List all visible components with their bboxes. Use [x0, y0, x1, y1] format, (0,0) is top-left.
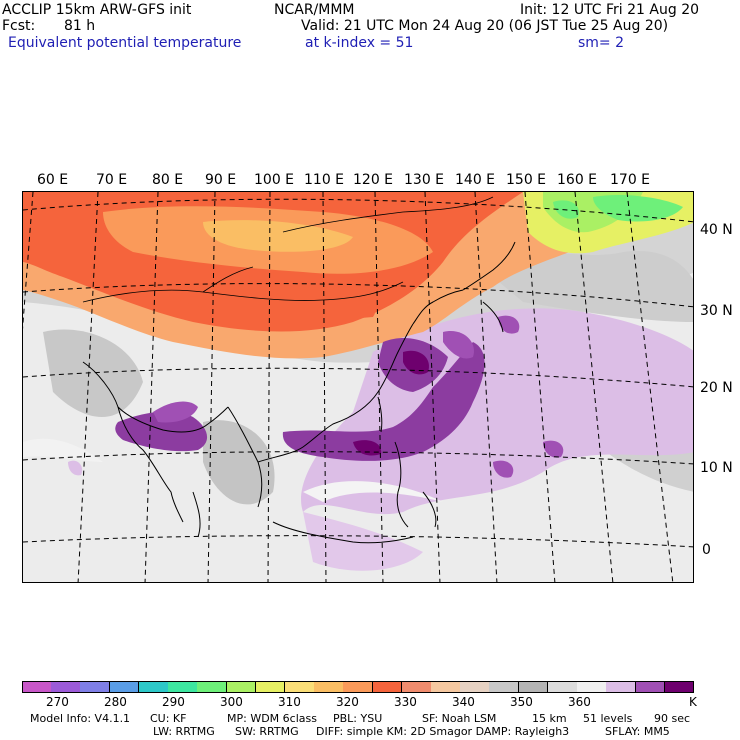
colorbar-border [22, 681, 694, 693]
colorbar-swatch [284, 681, 315, 693]
lon-label: 90 E [205, 172, 237, 188]
lon-label: 120 E [353, 172, 394, 188]
colorbar-swatch [80, 681, 111, 693]
level-index: at k-index = 51 [305, 35, 414, 51]
colorbar-swatch [635, 681, 666, 693]
forecast-label: Fcst: [2, 18, 36, 34]
colorbar-label: 360 [568, 695, 591, 709]
model-info: Model Info: V4.1.1 [30, 712, 131, 725]
lon-label: 140 E [455, 172, 496, 188]
lon-label: 110 E [304, 172, 345, 188]
model-title: ACCLIP 15km ARW-GFS init [2, 2, 192, 18]
colorbar-label: 300 [220, 695, 243, 709]
init-time: Init: 12 UTC Fri 21 Aug 20 [520, 2, 700, 18]
colorbar-label: 270 [46, 695, 69, 709]
lon-label: 160 E [557, 172, 598, 188]
theta-e-field [23, 192, 693, 582]
colorbar-swatch [518, 681, 549, 693]
lat-label: 10 N [700, 460, 733, 476]
colorbar-label: 310 [278, 695, 301, 709]
lon-label: 80 E [152, 172, 184, 188]
smoothing: sm= 2 [578, 35, 625, 51]
colorbar-swatch [547, 681, 578, 693]
lat-label: 0 [702, 542, 711, 558]
resolution: 15 km [532, 712, 567, 725]
colorbar-swatch [226, 681, 257, 693]
surface-scheme: SF: Noah LSM [422, 712, 497, 725]
colorbar-label: 350 [510, 695, 533, 709]
lon-label: 150 E [506, 172, 547, 188]
colorbar-swatch [431, 681, 461, 693]
lon-label: 60 E [37, 172, 69, 188]
microphysics-scheme: MP: WDM 6class [227, 712, 317, 725]
colorbar-swatch [460, 681, 490, 693]
colorbar-label: 340 [452, 695, 475, 709]
colorbar-swatch [577, 681, 607, 693]
lon-label: 70 E [96, 172, 128, 188]
colorbar-swatch [109, 681, 140, 693]
vertical-levels: 51 levels [583, 712, 633, 725]
surface-layer-scheme: SFLAY: MM5 [605, 725, 670, 738]
time-step: 90 sec [654, 712, 691, 725]
colorbar-swatch [314, 681, 344, 693]
colorbar [22, 681, 695, 693]
colorbar-unit: K [689, 695, 697, 709]
valid-time: Valid: 21 UTC Mon 24 Aug 20 (06 JST Tue … [301, 18, 669, 34]
diffusion-settings: DIFF: simple KM: 2D Smagor DAMP: Rayleig… [316, 725, 570, 738]
colorbar-swatch [197, 681, 227, 693]
map-panel [22, 191, 694, 583]
lon-label: 100 E [254, 172, 295, 188]
colorbar-swatch [401, 681, 432, 693]
colorbar-swatch [51, 681, 81, 693]
longwave-scheme: LW: RRTMG [153, 725, 215, 738]
lon-label: 170 E [610, 172, 651, 188]
colorbar-label: 320 [336, 695, 359, 709]
colorbar-swatch [168, 681, 198, 693]
pbl-scheme: PBL: YSU [333, 712, 383, 725]
forecast-hour: 81 h [64, 18, 96, 34]
lon-label: 130 E [404, 172, 445, 188]
colorbar-swatch [138, 681, 169, 693]
colorbar-label: 330 [394, 695, 417, 709]
colorbar-swatch [372, 681, 403, 693]
lat-label: 30 N [700, 303, 733, 319]
organization: NCAR/MMM [274, 2, 355, 18]
colorbar-label: 290 [162, 695, 185, 709]
cumulus-scheme: CU: KF [150, 712, 187, 725]
colorbar-swatch [606, 681, 637, 693]
colorbar-swatch [489, 681, 520, 693]
colorbar-swatch [255, 681, 286, 693]
shortwave-scheme: SW: RRTMG [235, 725, 299, 738]
lat-label: 20 N [700, 380, 733, 396]
field-name: Equivalent potential temperature [8, 35, 242, 51]
lat-label: 40 N [700, 222, 733, 238]
colorbar-label: 280 [104, 695, 127, 709]
